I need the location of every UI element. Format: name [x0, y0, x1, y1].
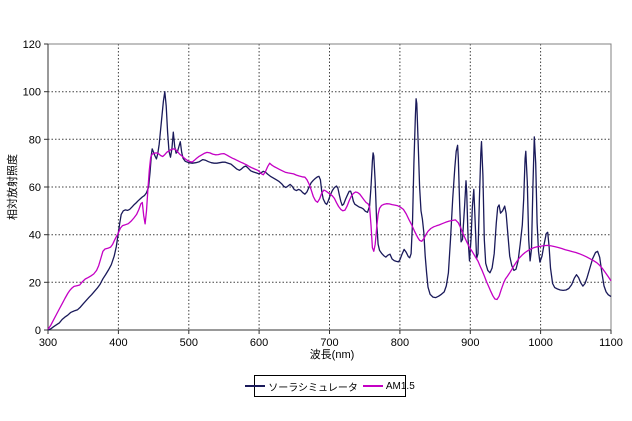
x-tick-label: 900: [461, 337, 479, 349]
solar-simulator-series-line: [47, 91, 612, 331]
y-axis-title: 相対放射照度: [5, 154, 19, 220]
y-tick-label: 100: [23, 87, 41, 99]
series-layer: [47, 91, 612, 331]
x-tick-label: 400: [109, 337, 127, 349]
y-tick-label: 120: [23, 39, 41, 51]
grid-layer: [48, 44, 611, 330]
x-tick-label: 300: [39, 337, 57, 349]
solar-simulator-line-swatch: [245, 385, 266, 387]
y-tick-label: 60: [29, 182, 41, 194]
tick-labels: 300 400 500 600 700 800 900 1000 1100 0 20 40 60 80 10…: [23, 39, 623, 349]
x-tick-label: 600: [250, 337, 268, 349]
legend-item-solar-simulator: ソーラシミュレータ: [245, 379, 358, 394]
legend-label-am15: AM1.5: [385, 380, 415, 392]
tick-layer: [44, 43, 612, 334]
x-tick-label: 800: [391, 337, 409, 349]
x-tick-label: 1100: [599, 337, 623, 349]
x-tick-label: 700: [320, 337, 338, 349]
am15-line-swatch: [362, 385, 383, 387]
y-tick-label: 40: [29, 230, 41, 242]
x-axis-title: 波長(nm): [310, 348, 355, 361]
x-tick-label: 1000: [528, 337, 552, 349]
y-tick-label: 0: [35, 325, 41, 337]
legend-item-am15: AM1.5: [362, 380, 415, 392]
y-tick-label: 20: [29, 277, 41, 289]
y-tick-label: 80: [29, 134, 41, 146]
legend: ソーラシミュレータ AM1.5: [245, 375, 415, 397]
legend-label-solar-simulator: ソーラシミュレータ: [268, 382, 358, 394]
x-tick-label: 500: [180, 337, 198, 349]
am15-series-line: [47, 148, 612, 330]
